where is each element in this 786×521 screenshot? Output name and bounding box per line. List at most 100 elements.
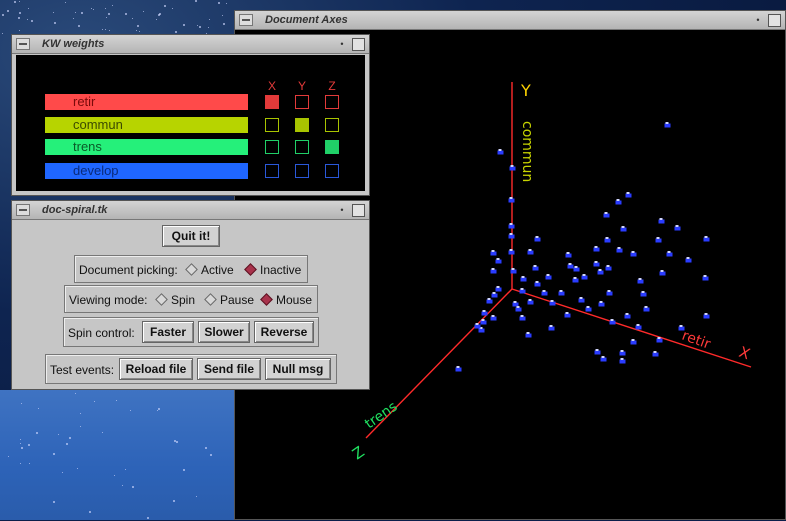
viewing-spin-label[interactable]: Spin [171,293,196,307]
star-decoration [139,30,140,32]
kw-checkbox-retir-x[interactable] [265,95,279,109]
send-file-button[interactable]: Send file [197,358,261,380]
star-decoration [174,31,177,34]
minimize-icon[interactable]: • [756,15,760,25]
kw-checkbox-commun-z[interactable] [325,118,339,132]
star-decoration [38,407,40,409]
star-decoration [80,12,83,14]
document-point-highlight [610,319,614,321]
star-decoration [142,10,144,12]
star-decoration [109,30,111,32]
window-menu-icon[interactable] [239,14,253,26]
document-point [659,271,666,276]
kw-bar-develop[interactable]: develop [45,163,248,179]
star-decoration [53,12,55,14]
document-point-highlight [598,269,602,271]
star-decoration [20,442,21,444]
viewing-spin-radio[interactable] [155,293,168,306]
document-point [658,219,665,224]
picking-active-label[interactable]: Active [201,263,234,277]
document-point-highlight [582,274,586,276]
star-decoration [78,25,81,28]
document-point [509,166,516,171]
picking-active-radio[interactable] [185,263,198,276]
reverse-button[interactable]: Reverse [254,321,314,343]
document-point [510,269,517,274]
document-point-highlight [665,122,669,124]
maximize-icon[interactable] [352,203,365,217]
maximize-icon[interactable] [768,13,781,27]
kw-bar-trens[interactable]: trens [45,139,248,155]
kw-checkbox-retir-z[interactable] [325,95,339,109]
kw-checkbox-commun-y[interactable] [295,118,309,132]
kw-bar-retir[interactable]: retir [45,94,248,110]
kw-checkbox-commun-x[interactable] [265,118,279,132]
spiral-titlebar[interactable]: doc-spiral.tk • [12,201,369,220]
document-point-highlight [704,313,708,315]
document-point-highlight [496,258,500,260]
viewing-mouse-label[interactable]: Mouse [276,293,313,307]
faster-button[interactable]: Faster [142,321,194,343]
picking-inactive-label[interactable]: Inactive [260,263,302,277]
kw-titlebar[interactable]: KW weights • [12,35,369,54]
kw-checkbox-develop-y[interactable] [295,164,309,178]
window-menu-icon[interactable] [16,204,30,216]
star-decoration [69,437,72,440]
star-decoration [18,17,21,20]
star-decoration [28,8,30,10]
document-point [604,238,611,243]
star-decoration [172,8,174,9]
maximize-icon[interactable] [352,37,365,51]
kw-checkbox-trens-z[interactable] [325,140,339,154]
document-point-highlight [595,349,599,351]
null-msg-button[interactable]: Null msg [265,358,331,380]
document-point [605,266,612,271]
star-decoration [176,441,179,444]
kw-checkbox-trens-y[interactable] [295,140,309,154]
star-decoration [53,501,56,504]
star-decoration [183,469,186,472]
reload-file-button[interactable]: Reload file [119,358,193,380]
window-menu-icon[interactable] [16,38,30,50]
star-decoration [88,511,91,514]
document-point-highlight [509,197,513,199]
axes-titlebar[interactable]: Document Axes • [235,11,785,30]
slower-button[interactable]: Slower [198,321,250,343]
viewing-pause-radio[interactable] [204,293,217,306]
document-point [532,266,539,271]
viewing-mouse-radio[interactable] [260,293,273,306]
trens-axis-word: trens [362,399,400,433]
star-decoration [74,12,76,13]
star-decoration [19,462,21,464]
z-axis-label: Z [349,443,368,464]
kw-checkbox-trens-x[interactable] [265,140,279,154]
kw-checkbox-retir-y[interactable] [295,95,309,109]
star-decoration [19,30,21,31]
star-decoration [35,432,38,435]
document-point [678,326,685,331]
document-point-highlight [656,237,660,239]
star-decoration [93,8,95,10]
quit-button[interactable]: Quit it! [162,225,220,247]
minimize-icon[interactable]: • [340,39,344,49]
kw-bar-commun[interactable]: commun [45,117,248,133]
star-decoration [122,485,124,487]
document-point-highlight [498,149,502,151]
document-point-highlight [528,299,532,301]
document-point-highlight [653,351,657,353]
document-point [525,333,532,338]
document-point [512,302,519,307]
document-point-highlight [491,315,495,317]
viewing-pause-label[interactable]: Pause [220,293,255,307]
picking-inactive-radio[interactable] [244,263,257,276]
document-point-highlight [703,275,707,277]
star-decoration [195,496,197,498]
kw-checkbox-develop-x[interactable] [265,164,279,178]
star-decoration [208,18,210,20]
star-decoration [2,14,4,17]
star-decoration [114,474,115,476]
minimize-icon[interactable]: • [340,205,344,215]
kw-checkbox-develop-z[interactable] [325,164,339,178]
star-decoration [217,1,220,4]
